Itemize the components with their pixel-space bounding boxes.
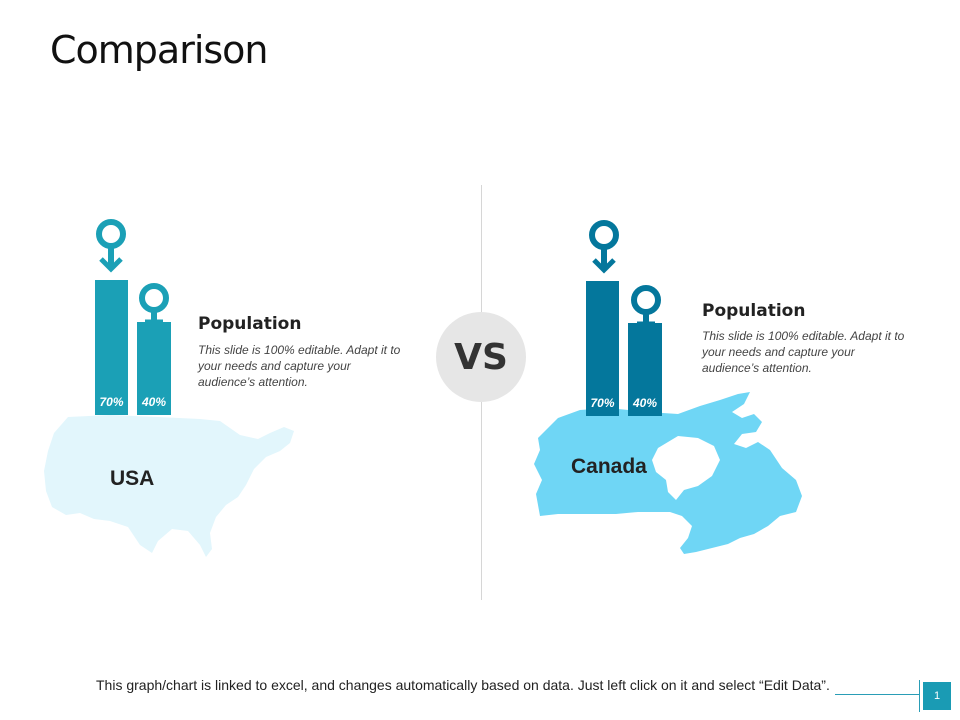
usa-bar-female: 40% bbox=[137, 322, 171, 415]
slide-title: Comparison bbox=[50, 28, 269, 72]
page-line bbox=[835, 694, 920, 695]
usa-bar-female-label: 40% bbox=[141, 394, 167, 409]
usa-population-description: This slide is 100% editable. Adapt it to… bbox=[198, 343, 401, 389]
canada-population-heading: Population bbox=[702, 301, 806, 321]
vs-badge: VS bbox=[436, 312, 526, 402]
canada-male-icon bbox=[589, 220, 619, 274]
hudson-bay bbox=[652, 436, 720, 500]
page-vline bbox=[919, 680, 920, 712]
footer-note: This graph/chart is linked to excel, and… bbox=[96, 677, 830, 693]
canada-bar-male-label: 70% bbox=[590, 396, 615, 410]
usa-label: USA bbox=[110, 467, 155, 490]
canada-bar-female: 40% bbox=[628, 323, 662, 416]
usa-male-icon bbox=[96, 219, 126, 273]
canada-bar-male: 70% bbox=[586, 281, 619, 416]
canada-label: Canada bbox=[571, 455, 647, 478]
usa-bar-male-label: 70% bbox=[99, 395, 124, 409]
canada-bar-female-label: 40% bbox=[632, 395, 658, 410]
usa-map-shape bbox=[44, 415, 294, 557]
canada-population-description: This slide is 100% editable. Adapt it to… bbox=[702, 329, 905, 375]
usa-bar-male: 70% bbox=[95, 280, 128, 415]
page-number: 1 bbox=[923, 682, 951, 710]
usa-population-heading: Population bbox=[198, 314, 302, 334]
usa-map bbox=[44, 415, 294, 557]
canada-map bbox=[534, 392, 802, 554]
